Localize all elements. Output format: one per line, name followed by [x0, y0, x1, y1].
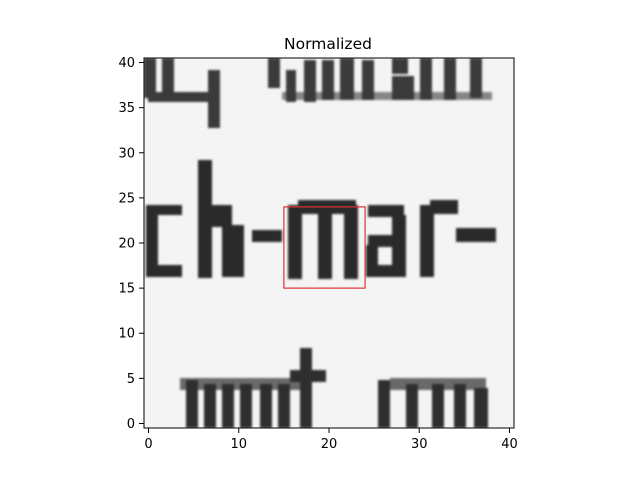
x-axis-ticks: 0 10 20 30 40: [144, 428, 518, 452]
top-text-row: [144, 58, 492, 128]
y-tick-label: 40: [118, 56, 135, 71]
y-axis-ticks: 0 5 10 15 20 25 30 35 40: [118, 56, 144, 432]
x-tick-label: 20: [321, 437, 338, 452]
y-tick-label: 5: [127, 372, 135, 387]
y-tick-label: 20: [118, 237, 135, 252]
y-tick-label: 25: [118, 191, 135, 206]
plot-title: Normalized: [284, 35, 372, 53]
highlight-box: [283, 206, 366, 289]
y-tick-label: 30: [118, 146, 135, 161]
y-tick-label: 0: [127, 417, 135, 432]
bottom-text-row: [180, 348, 488, 428]
y-tick-label: 35: [118, 101, 135, 116]
x-tick-label: 10: [230, 437, 247, 452]
x-tick-label: 30: [411, 437, 428, 452]
x-tick-label: 0: [144, 437, 152, 452]
x-tick-label: 40: [501, 437, 518, 452]
y-tick-label: 15: [118, 282, 135, 297]
grayscale-image: [144, 58, 514, 428]
y-tick-label: 10: [118, 327, 135, 342]
